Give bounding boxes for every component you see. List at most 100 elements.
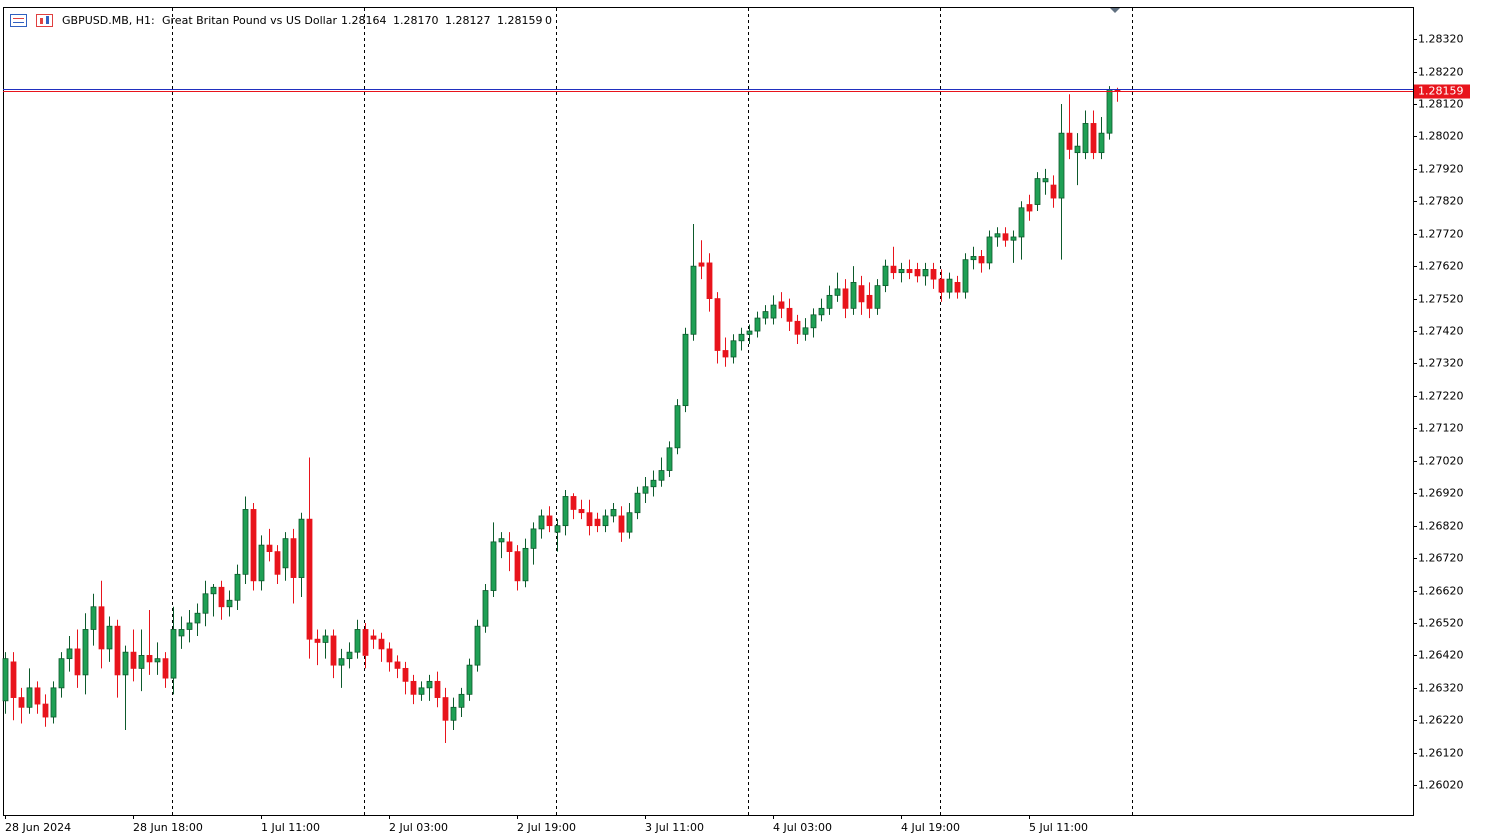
candle-body — [314, 638, 321, 643]
header-open: 1.28164 — [341, 14, 387, 27]
x-tick-label: 4 Jul 03:00 — [773, 821, 832, 834]
candle-body — [98, 606, 105, 650]
candle-body — [18, 697, 25, 708]
candle-body — [306, 518, 313, 640]
candle-body — [186, 622, 193, 630]
candle-body — [1042, 178, 1049, 183]
candle-body — [554, 525, 561, 533]
candle-body — [338, 658, 345, 666]
candle-body — [130, 651, 137, 669]
candle-body — [810, 314, 817, 329]
candle-body — [362, 629, 369, 656]
candle-body — [610, 509, 617, 517]
candle-body — [154, 658, 161, 663]
x-tick-label: 3 Jul 11:00 — [645, 821, 704, 834]
candle-body — [562, 496, 569, 527]
period-separators — [172, 8, 1133, 815]
candle-body — [922, 269, 929, 277]
candle-body — [1090, 123, 1097, 154]
candle-body — [210, 586, 217, 595]
candle-body — [962, 259, 969, 293]
candle-body — [450, 706, 457, 721]
y-tick-label: 1.26420 — [1418, 649, 1464, 662]
candle-body — [874, 285, 881, 309]
tick-volume: 0 — [545, 14, 552, 27]
candle-body — [114, 625, 121, 676]
candle-body — [626, 512, 633, 533]
header-low: 1.28127 — [445, 14, 491, 27]
candle-body — [458, 693, 465, 708]
candle-body — [466, 664, 473, 695]
header: GBPUSD.MB, H1: Great Britan Pound vs US … — [62, 14, 552, 27]
candle-body — [122, 651, 129, 676]
candle-body — [786, 307, 793, 322]
y-tick-label: 1.27920 — [1418, 163, 1464, 176]
candle-body — [170, 629, 177, 679]
x-tick-label: 4 Jul 19:00 — [901, 821, 960, 834]
candle-body — [50, 687, 57, 718]
candle-body — [66, 648, 73, 660]
candle-body — [930, 269, 937, 280]
candle-body — [10, 661, 17, 698]
plot-frame — [3, 7, 1414, 816]
candle-body — [906, 269, 913, 274]
candle-body — [1034, 178, 1041, 205]
candle-body — [546, 515, 553, 527]
candle-body — [514, 551, 521, 582]
candle-body — [226, 599, 233, 608]
candle-body — [234, 573, 241, 601]
header-icons — [10, 14, 53, 27]
candle-body — [994, 233, 1001, 238]
candle-body — [402, 667, 409, 682]
candle-body — [914, 269, 921, 277]
x-tick-label: 2 Jul 19:00 — [517, 821, 576, 834]
x-tick-label: 1 Jul 11:00 — [261, 821, 320, 834]
candle-body — [162, 658, 169, 679]
candle-body — [770, 304, 777, 319]
candle-body — [530, 528, 537, 549]
y-tick-label: 1.27220 — [1418, 390, 1464, 403]
candle-body — [682, 333, 689, 407]
candle-body — [722, 350, 729, 358]
candle-body — [410, 680, 417, 695]
candle-body — [826, 294, 833, 309]
candle-body — [394, 661, 401, 669]
y-tick-label: 1.27820 — [1418, 195, 1464, 208]
candle-body — [242, 509, 249, 575]
candle-body — [202, 593, 209, 614]
candle-body — [746, 330, 753, 335]
candle-body — [618, 515, 625, 533]
price-tag — [1414, 84, 1470, 99]
y-tick-label: 1.27520 — [1418, 293, 1464, 306]
candles — [2, 86, 1121, 743]
candle-body — [146, 655, 153, 663]
candle-body — [418, 687, 425, 695]
description: Great Britan Pound vs US Dollar — [162, 14, 337, 27]
candle-body — [954, 281, 961, 293]
y-tick-label: 1.26220 — [1418, 714, 1464, 727]
y-tick-label: 1.27720 — [1418, 228, 1464, 241]
candle-body — [378, 638, 385, 650]
candle-body — [1018, 207, 1025, 238]
y-tick-label: 1.28320 — [1418, 33, 1464, 46]
y-tick-label: 1.28120 — [1418, 98, 1464, 111]
candle-body — [938, 278, 945, 293]
candle-body — [1010, 236, 1017, 241]
candle-body — [282, 538, 289, 569]
candle-body — [498, 538, 505, 543]
icon — [40, 18, 43, 24]
candle-body — [330, 635, 337, 666]
y-tick-label: 1.27020 — [1418, 455, 1464, 468]
candle-body — [594, 518, 601, 527]
candle-body — [490, 541, 497, 591]
y-tick-label: 1.27120 — [1418, 422, 1464, 435]
candle-body — [762, 311, 769, 319]
candle-body — [586, 512, 593, 527]
candle-body — [986, 236, 993, 264]
candle-body — [370, 635, 377, 640]
candle-body — [834, 288, 841, 296]
y-tick-label: 1.28020 — [1418, 130, 1464, 143]
candle-body — [1082, 123, 1089, 154]
x-tick-label: 2 Jul 03:00 — [389, 821, 448, 834]
